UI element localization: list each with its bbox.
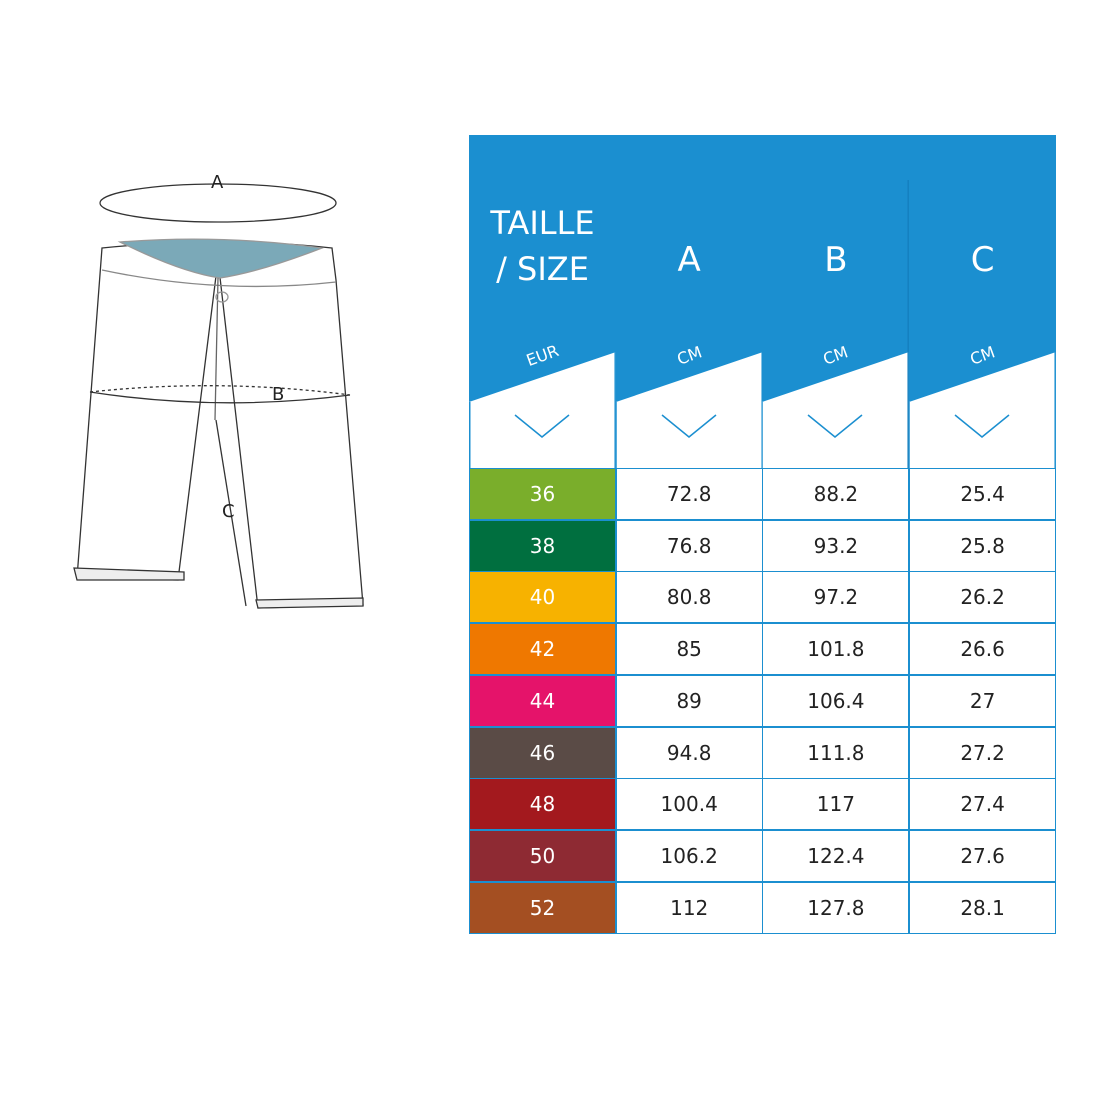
cell-b: 122.4: [762, 829, 910, 882]
table-row: 36 72.8 88.2 25.4: [469, 468, 1057, 520]
cell-b: 106.4: [762, 674, 910, 727]
cell-a: 80.8: [615, 571, 763, 624]
cell-a: 72.8: [615, 468, 763, 520]
measure-a-ellipse: [99, 183, 337, 223]
cell-a: 100.4: [615, 778, 763, 831]
cell-a: 85: [615, 623, 763, 676]
cell-c: 27.6: [909, 829, 1057, 882]
cell-a: 94.8: [615, 726, 763, 779]
cell-size: 50: [469, 829, 616, 882]
cell-c: 27: [909, 674, 1057, 727]
cell-b: 127.8: [762, 881, 910, 934]
header-title: TAILLE / SIZE: [490, 204, 595, 288]
header-col-a: A CM: [615, 180, 763, 468]
cell-c: 26.2: [909, 571, 1057, 624]
cell-c: 25.4: [909, 468, 1057, 520]
header-col-c: C CM: [909, 180, 1057, 468]
cell-a: 76.8: [615, 519, 763, 572]
header-title: B: [824, 240, 848, 280]
cell-a: 112: [615, 881, 763, 934]
cell-c: 28.1: [909, 881, 1057, 934]
chevron-down-icon: [954, 414, 1010, 438]
label-b: B: [272, 384, 284, 405]
cell-size: 44: [469, 674, 616, 727]
table-row: 48 100.4 117 27.4: [469, 778, 1057, 831]
label-a: A: [211, 172, 224, 193]
shorts-outline: [76, 241, 364, 609]
cell-size: 38: [469, 519, 616, 572]
cell-size: 40: [469, 571, 616, 624]
cell-a: 106.2: [615, 829, 763, 882]
cell-c: 25.8: [909, 519, 1057, 572]
header-title: A: [677, 240, 701, 280]
cell-b: 88.2: [762, 468, 910, 520]
cell-c: 26.6: [909, 623, 1057, 676]
cell-b: 111.8: [762, 726, 910, 779]
cell-c: 27.2: [909, 726, 1057, 779]
label-c: C: [222, 501, 235, 522]
header-title: C: [970, 240, 995, 280]
table-row: 40 80.8 97.2 26.2: [469, 571, 1057, 624]
chevron-down-icon: [661, 414, 717, 438]
table-row: 50 106.2 122.4 27.6: [469, 829, 1057, 882]
cell-size: 36: [469, 468, 616, 520]
header-col-b: B CM: [762, 180, 910, 468]
table-row: 46 94.8 111.8 27.2: [469, 726, 1057, 779]
chevron-down-icon: [514, 414, 570, 438]
chevron-down-icon: [807, 414, 863, 438]
cell-size: 48: [469, 778, 616, 831]
cell-b: 117: [762, 778, 910, 831]
cell-size: 42: [469, 623, 616, 676]
cell-a: 89: [615, 674, 763, 727]
table-row: 44 89 106.4 27: [469, 674, 1057, 727]
table-row: 42 85 101.8 26.6: [469, 623, 1057, 676]
cell-b: 93.2: [762, 519, 910, 572]
cell-b: 101.8: [762, 623, 910, 676]
size-chart-table: TAILLE / SIZE EUR A CM B CM C CM 36 72.8 88.2 25…: [469, 135, 1057, 936]
cell-size: 46: [469, 726, 616, 779]
header-col-size: TAILLE / SIZE EUR: [469, 180, 616, 468]
table-row: 38 76.8 93.2 25.8: [469, 519, 1057, 572]
table-row: 52 112 127.8 28.1: [469, 881, 1057, 934]
cell-b: 97.2: [762, 571, 910, 624]
cell-c: 27.4: [909, 778, 1057, 831]
cell-size: 52: [469, 881, 616, 934]
table-header-band: [469, 135, 1056, 181]
shorts-measurement-diagram: A B C: [73, 172, 364, 609]
